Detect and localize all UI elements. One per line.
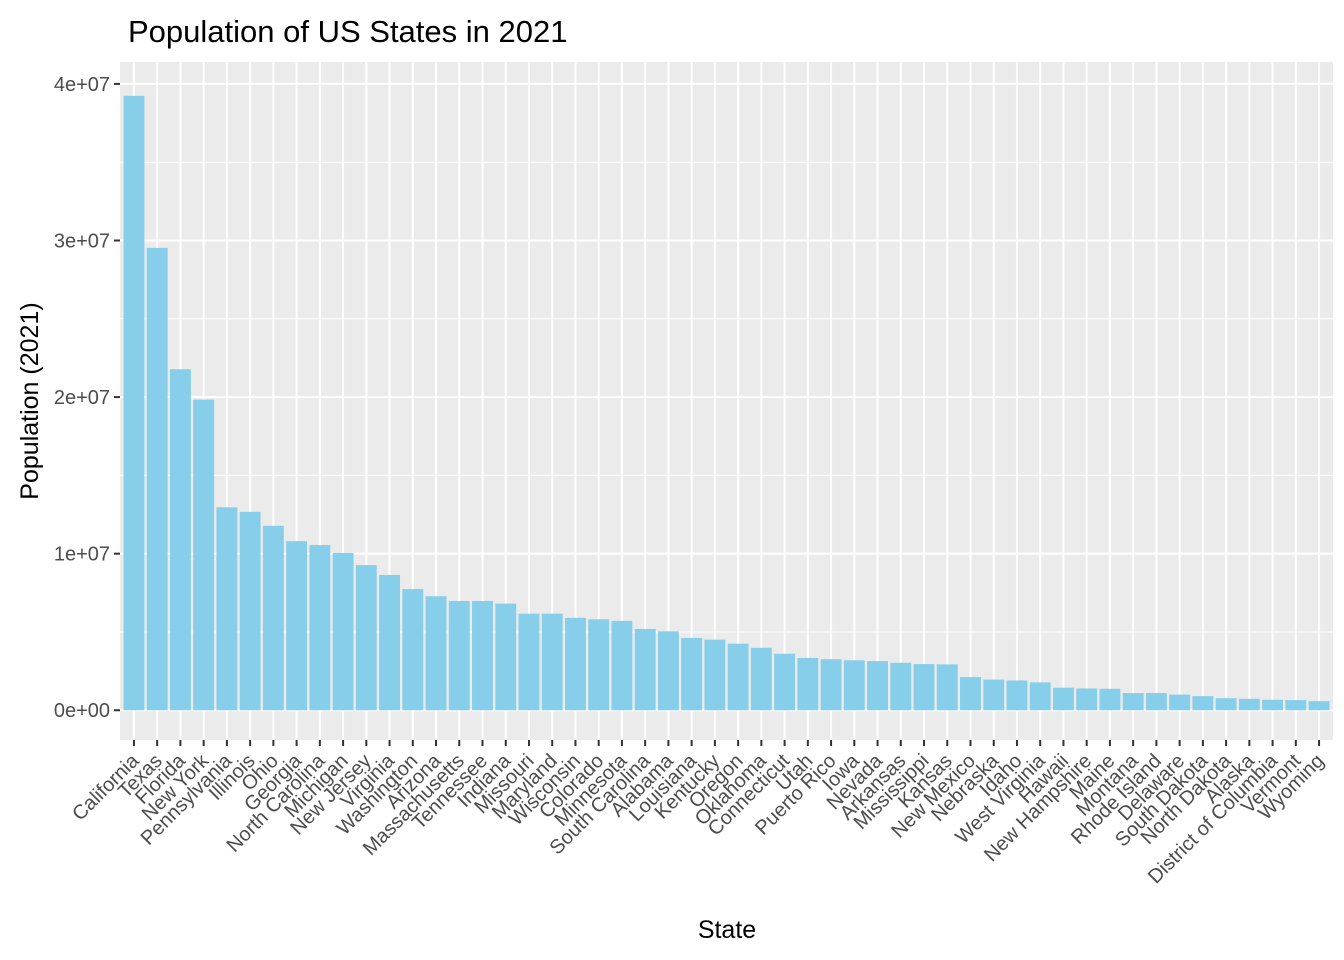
bar-district-of-columbia xyxy=(1262,699,1284,711)
bar-new-mexico xyxy=(960,677,981,711)
bar-south-carolina xyxy=(634,628,656,711)
bar-utah xyxy=(797,657,819,711)
x-axis-title: State xyxy=(698,916,756,944)
bar-oregon xyxy=(727,643,749,711)
bar-maryland xyxy=(541,613,563,711)
bar-washington xyxy=(402,589,424,711)
bar-illinois xyxy=(239,511,261,711)
y-axis: 0e+00 1e+07 2e+07 3e+07 4e+07 xyxy=(54,74,120,722)
bar-wisconsin xyxy=(564,617,586,711)
bar-alaska xyxy=(1238,698,1260,711)
bar-california xyxy=(123,95,145,711)
y-tick-label: 1e+07 xyxy=(54,544,110,566)
y-tick-label: 0e+00 xyxy=(54,700,110,722)
bar-colorado xyxy=(588,619,610,711)
bar-south-dakota xyxy=(1192,696,1214,711)
bar-rhode-island xyxy=(1145,693,1167,711)
bar-nebraska xyxy=(983,679,1005,711)
bar-vermont xyxy=(1285,700,1307,711)
bar-new-york xyxy=(193,399,215,711)
bar-north-carolina xyxy=(309,545,331,711)
bar-hawaii xyxy=(1052,687,1074,711)
bar-arkansas xyxy=(890,662,912,711)
bar-georgia xyxy=(286,541,308,711)
bar-nevada xyxy=(867,661,889,711)
bar-tennessee xyxy=(472,600,493,711)
bar-arizona xyxy=(425,596,447,711)
bar-pennsylvania xyxy=(216,507,238,711)
bar-iowa xyxy=(843,660,865,711)
y-tick-label: 3e+07 xyxy=(54,231,110,253)
bar-delaware xyxy=(1169,694,1191,711)
bar-massachusetts xyxy=(448,600,470,711)
bar-texas xyxy=(146,247,168,711)
bar-idaho xyxy=(1006,680,1028,711)
bar-new-hampshire xyxy=(1076,688,1098,711)
bar-alabama xyxy=(657,631,679,711)
bar-mississippi xyxy=(913,664,935,711)
bar-new-jersey xyxy=(355,565,377,711)
bar-kentucky xyxy=(704,639,726,711)
bar-montana xyxy=(1122,693,1144,711)
y-tick-label: 2e+07 xyxy=(54,387,110,409)
bar-missouri xyxy=(518,613,540,711)
bar-north-dakota xyxy=(1215,698,1237,711)
y-axis-title: Population (2021) xyxy=(16,302,44,499)
chart-title: Population of US States in 2021 xyxy=(128,14,567,49)
bar-maine xyxy=(1099,688,1121,711)
bar-oklahoma xyxy=(750,647,772,711)
bar-virginia xyxy=(379,574,401,711)
bar-michigan xyxy=(332,552,354,711)
bar-connecticut xyxy=(774,653,796,711)
bar-louisiana xyxy=(681,637,703,711)
y-tick-label: 4e+07 xyxy=(54,74,110,96)
bar-ohio xyxy=(262,525,284,711)
bar-florida xyxy=(169,369,191,711)
bars xyxy=(123,95,1330,711)
bar-indiana xyxy=(495,603,517,711)
bar-wyoming xyxy=(1308,701,1330,711)
bar-west-virginia xyxy=(1029,682,1051,711)
bar-minnesota xyxy=(611,620,633,711)
bar-puerto-rico xyxy=(820,659,842,711)
bar-kansas xyxy=(936,664,958,711)
